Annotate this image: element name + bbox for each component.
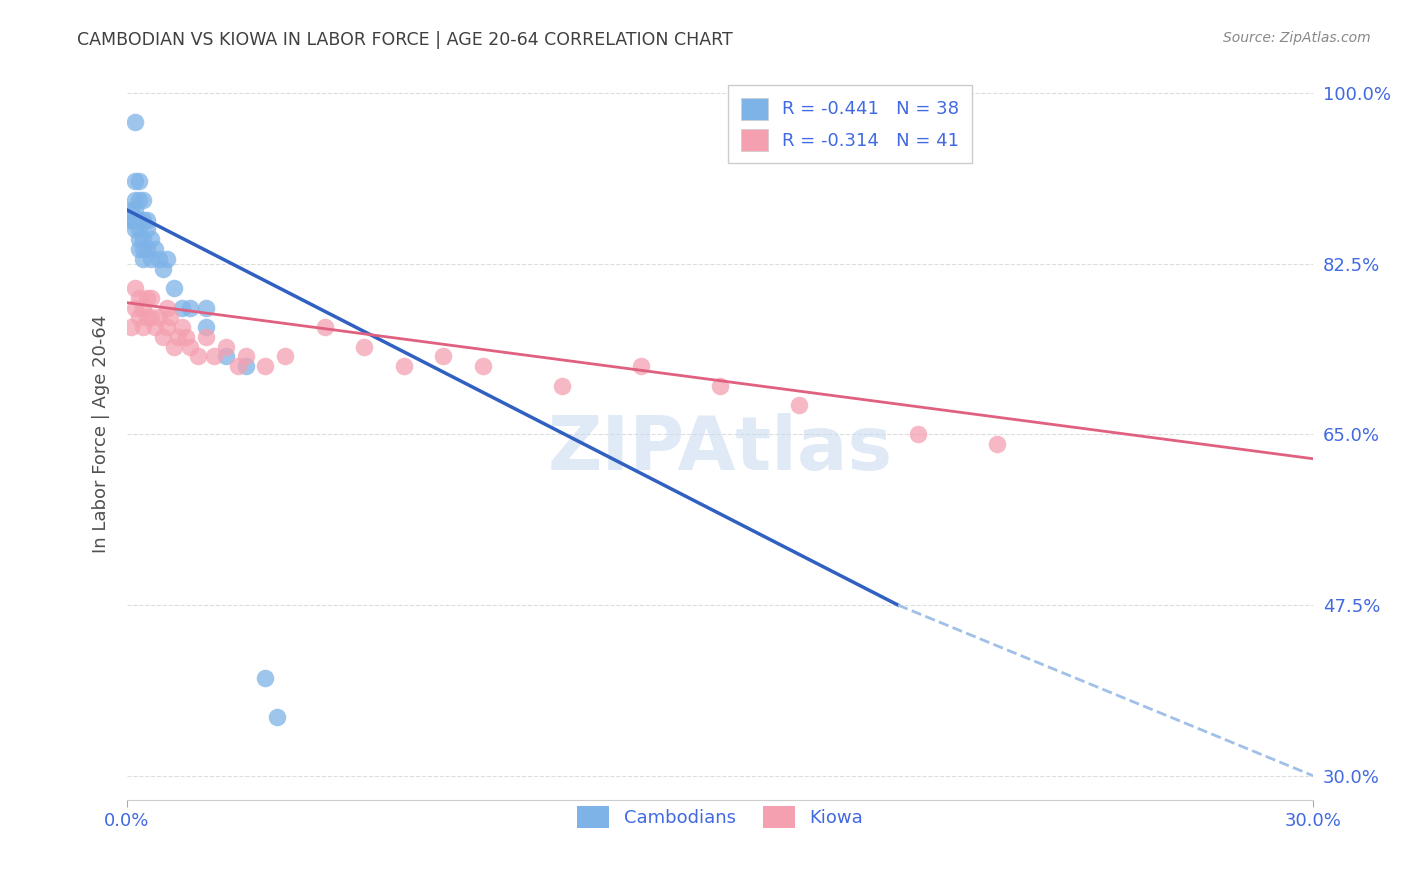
Point (471, 359, 494, 373)
Point (135, 310, 157, 325)
Point (254, 671, 277, 685)
Point (195, 301, 218, 315)
Point (135, 222, 157, 236)
Point (215, 349, 238, 363)
Point (120, 320, 142, 334)
Point (787, 398, 810, 412)
Point (128, 212, 150, 227)
Point (139, 252, 162, 266)
Point (124, 115, 146, 129)
Point (195, 320, 218, 334)
Point (132, 301, 155, 315)
Point (148, 310, 170, 325)
Point (163, 340, 186, 354)
Point (152, 330, 174, 344)
Y-axis label: In Labor Force | Age 20-64: In Labor Force | Age 20-64 (93, 315, 110, 554)
Point (254, 359, 277, 373)
Point (172, 301, 194, 315)
Point (132, 193, 155, 207)
Point (124, 281, 146, 295)
Point (179, 301, 201, 315)
Point (124, 202, 146, 217)
Point (132, 320, 155, 334)
Text: Source: ZipAtlas.com: Source: ZipAtlas.com (1223, 31, 1371, 45)
Point (128, 232, 150, 246)
Point (179, 340, 201, 354)
Point (120, 212, 142, 227)
Point (124, 174, 146, 188)
Point (124, 193, 146, 207)
Point (132, 242, 155, 256)
Point (132, 212, 155, 227)
Point (195, 330, 218, 344)
Point (128, 291, 150, 305)
Point (128, 222, 150, 236)
Legend: Cambodians, Kiowa: Cambodians, Kiowa (569, 798, 870, 835)
Point (135, 212, 157, 227)
Point (148, 252, 170, 266)
Point (907, 427, 929, 442)
Point (139, 232, 162, 246)
Point (266, 710, 288, 724)
Point (630, 359, 652, 373)
Point (172, 320, 194, 334)
Text: CAMBODIAN VS KIOWA IN LABOR FORCE | AGE 20-64 CORRELATION CHART: CAMBODIAN VS KIOWA IN LABOR FORCE | AGE … (77, 31, 733, 49)
Point (128, 193, 150, 207)
Point (155, 320, 177, 334)
Point (132, 252, 155, 266)
Point (124, 222, 146, 236)
Point (167, 330, 190, 344)
Point (128, 174, 150, 188)
Point (128, 242, 150, 256)
Point (128, 310, 150, 325)
Text: ZIPAtlas: ZIPAtlas (547, 412, 893, 485)
Point (155, 301, 177, 315)
Point (143, 320, 166, 334)
Point (235, 359, 257, 373)
Point (551, 378, 574, 392)
Point (124, 212, 146, 227)
Point (274, 349, 297, 363)
Point (314, 320, 336, 334)
Point (353, 340, 375, 354)
Point (163, 281, 186, 295)
Point (176, 330, 198, 344)
Point (187, 349, 209, 363)
Point (155, 252, 177, 266)
Point (120, 202, 142, 217)
Point (432, 349, 454, 363)
Point (709, 378, 731, 392)
Point (159, 310, 181, 325)
Point (202, 349, 225, 363)
Point (135, 291, 157, 305)
Point (135, 242, 157, 256)
Point (143, 242, 166, 256)
Point (215, 340, 238, 354)
Point (139, 291, 162, 305)
Point (152, 261, 174, 276)
Point (235, 349, 257, 363)
Point (120, 212, 142, 227)
Point (132, 232, 155, 246)
Point (986, 437, 1008, 451)
Point (226, 359, 249, 373)
Point (124, 301, 146, 315)
Point (139, 310, 162, 325)
Point (392, 359, 415, 373)
